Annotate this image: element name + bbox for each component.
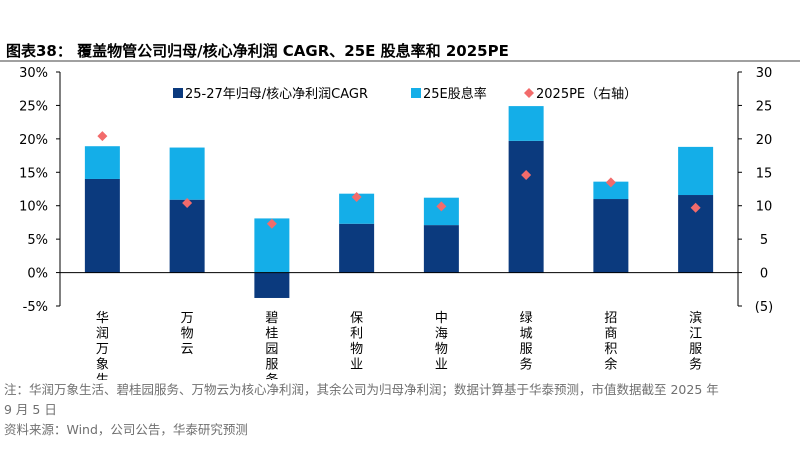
legend-swatch bbox=[524, 88, 534, 98]
right-y-axis: (5) 0 5 10 15 20 25 30 bbox=[737, 66, 773, 315]
pe-marker bbox=[436, 201, 447, 212]
right-tick-label: 25 bbox=[756, 99, 773, 114]
yield-bar bbox=[593, 181, 629, 200]
right-tick-label: 15 bbox=[756, 166, 773, 181]
chart-title: 图表38： 覆盖物管公司归母/核心净利润 CAGR、25E 股息率和 2025P… bbox=[6, 42, 509, 60]
cagr-bar bbox=[508, 140, 544, 273]
legend-label: 2025PE（右轴） bbox=[536, 87, 637, 102]
pe-marker bbox=[521, 169, 532, 180]
note-line-2: 9 月 5 日 bbox=[4, 402, 57, 417]
right-tick-label: 10 bbox=[756, 200, 773, 215]
left-tick-label: -5% bbox=[23, 300, 48, 315]
right-tick-label: 0 bbox=[760, 267, 768, 282]
pe-markers bbox=[97, 131, 701, 229]
right-tick-label: 20 bbox=[756, 133, 773, 148]
cagr-bar bbox=[339, 223, 375, 273]
bar-series bbox=[60, 106, 738, 298]
cagr-bar bbox=[169, 199, 205, 273]
right-tick-label: (5) bbox=[755, 300, 773, 315]
pe-marker bbox=[605, 177, 616, 188]
pe-marker bbox=[266, 218, 277, 229]
category-label: 招商积余 bbox=[604, 311, 617, 373]
category-label: 华润万象生活 bbox=[96, 311, 109, 380]
legend-swatch bbox=[173, 88, 183, 98]
category-label: 中海物业 bbox=[435, 311, 448, 373]
left-tick-label: 25% bbox=[19, 99, 48, 114]
legend-label: 25E股息率 bbox=[423, 86, 487, 102]
chart-legend: 25-27年归母/核心净利润CAGR 25E股息率 2025PE（右轴） bbox=[173, 86, 637, 102]
category-label: 滨江服务 bbox=[689, 310, 702, 373]
left-tick-label: 20% bbox=[19, 133, 48, 148]
x-axis-labels: 华润万象生活 万物云 碧桂园服务 保利物业 中海物业 绿城服务 招商积余 滨江服务 bbox=[96, 310, 702, 380]
yield-bar bbox=[508, 106, 544, 141]
source-line: 资料来源：Wind，公司公告，华泰研究预测 bbox=[4, 422, 248, 437]
cagr-bar bbox=[254, 272, 290, 298]
pe-marker bbox=[351, 192, 362, 203]
note-line-1: 注：华润万象生活、碧桂园服务、万物云为核心净利润，其余公司为归母净利润；数据计算… bbox=[4, 382, 719, 397]
cagr-bar bbox=[84, 178, 120, 273]
left-tick-label: 30% bbox=[19, 66, 48, 81]
yield-bar bbox=[84, 146, 120, 179]
category-label: 万物云 bbox=[181, 311, 194, 357]
category-label: 保利物业 bbox=[350, 311, 363, 373]
legend-swatch bbox=[411, 88, 421, 98]
left-y-axis: -5% 0% 5% 10% 15% 20% 25% 30% bbox=[19, 66, 61, 315]
yield-bar bbox=[169, 147, 205, 200]
category-label: 碧桂园服务 bbox=[265, 311, 278, 380]
pe-marker bbox=[690, 202, 701, 213]
footnotes: 注：华润万象生活、碧桂园服务、万物云为核心净利润，其余公司为归母净利润；数据计算… bbox=[4, 380, 796, 440]
pe-marker bbox=[182, 198, 193, 209]
left-tick-label: 5% bbox=[27, 233, 48, 248]
left-tick-label: 10% bbox=[19, 200, 48, 215]
chart-canvas: 25-27年归母/核心净利润CAGR 25E股息率 2025PE（右轴） -5% 0%… bbox=[19, 66, 773, 380]
yield-bar bbox=[678, 146, 714, 196]
left-tick-label: 0% bbox=[27, 267, 48, 282]
left-tick-label: 15% bbox=[19, 166, 48, 181]
category-label: 绿城服务 bbox=[520, 311, 533, 373]
cagr-bar bbox=[593, 199, 629, 273]
right-tick-label: 30 bbox=[756, 66, 773, 81]
right-tick-label: 5 bbox=[760, 233, 768, 248]
title-divider bbox=[0, 60, 800, 62]
cagr-bar bbox=[423, 225, 459, 273]
pe-marker bbox=[97, 131, 108, 142]
legend-label: 25-27年归母/核心净利润CAGR bbox=[185, 87, 368, 102]
